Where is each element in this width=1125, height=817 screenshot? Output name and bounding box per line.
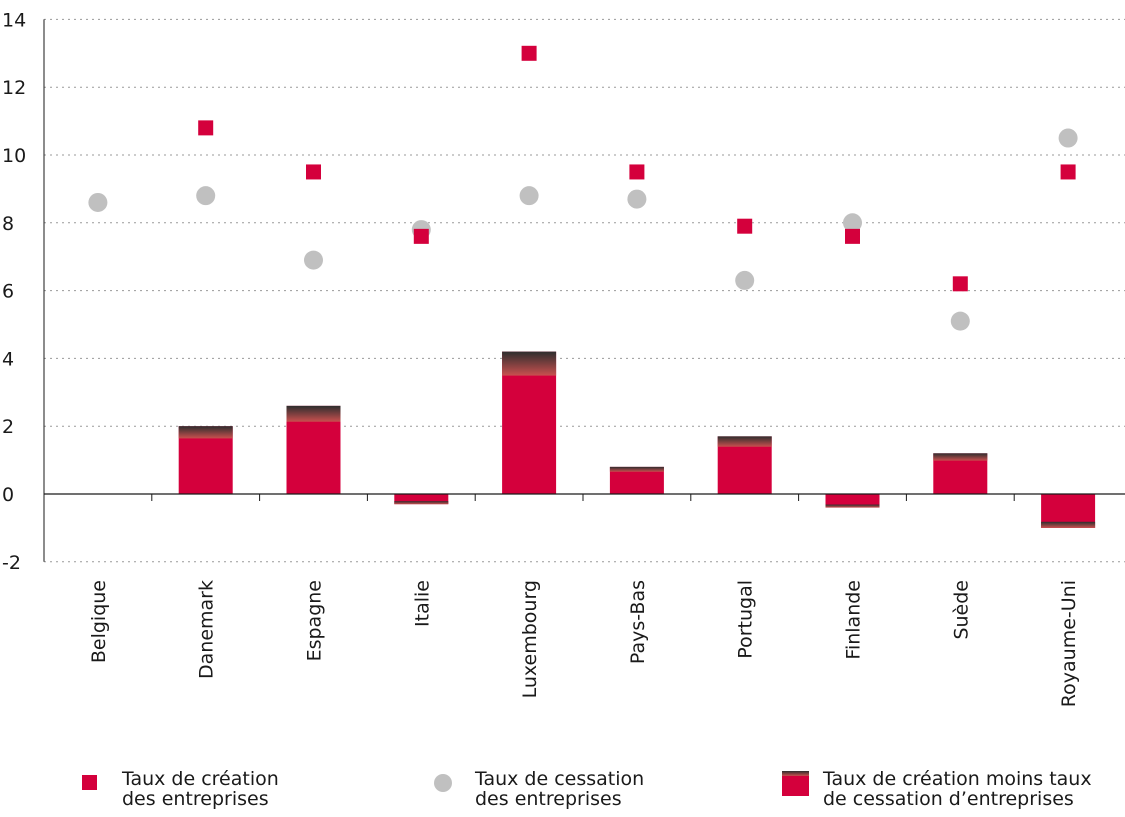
- creation-point: [521, 45, 537, 61]
- gradient-bar-marker-icon: [782, 771, 809, 796]
- x-tick-label: Suède: [950, 580, 972, 640]
- creation-point: [952, 276, 968, 292]
- chart-canvas: -2 0 2 4 6 8 10 12 14 Belgique Danemark Espagne Ital…: [2, 9, 1125, 707]
- bar-cap: [609, 466, 664, 472]
- legend-label-line2: des entreprises: [122, 788, 269, 810]
- y-tick-label: 14: [2, 9, 26, 31]
- legend-label-line1: Taux de création moins taux: [823, 768, 1092, 790]
- axes: [43, 19, 1125, 562]
- bar-cap: [286, 405, 341, 422]
- square-marker-icon: [82, 775, 97, 790]
- x-tick-label: Luxembourg: [519, 580, 541, 698]
- creation-point: [845, 228, 860, 244]
- cessation-point: [1058, 128, 1078, 148]
- tick-labels: -2 0 2 4 6 8 10 12 14 Belgique Danemark Espagne Ital…: [2, 9, 1080, 707]
- circle-marker-icon: [434, 774, 452, 792]
- x-tick-label: Belgique: [88, 580, 110, 663]
- y-tick-label: 10: [2, 145, 26, 167]
- x-tick-label: Finlande: [843, 580, 865, 660]
- x-tick-label: Pays-Bas: [627, 580, 649, 664]
- bar: [825, 494, 880, 508]
- difference-bars: [178, 351, 1096, 528]
- cessation-point: [627, 189, 647, 209]
- cessation-point: [196, 186, 216, 206]
- bar-cap: [178, 426, 233, 439]
- y-tick-label: 6: [2, 281, 14, 303]
- x-tick-label: Espagne: [304, 580, 326, 661]
- x-tick-label: Italie: [411, 580, 433, 627]
- creation-point: [737, 218, 753, 234]
- x-tick-label: Royaume-Uni: [1058, 580, 1080, 707]
- bar-cap: [502, 351, 557, 376]
- bar: [394, 494, 449, 505]
- y-tick-label: 2: [2, 416, 14, 438]
- bar-cap: [394, 501, 449, 505]
- bar-cap: [1041, 521, 1096, 528]
- creation-point: [306, 164, 321, 180]
- data-points: [88, 45, 1078, 331]
- legend-label-line2: de cessation d’entreprises: [823, 788, 1074, 810]
- cessation-point: [735, 270, 755, 290]
- bar-cap: [717, 436, 772, 447]
- creation-point: [198, 120, 214, 136]
- y-tick-label: -2: [2, 552, 21, 574]
- x-tick-label: Portugal: [735, 580, 757, 659]
- legend-label-line1: Taux de cessation: [475, 768, 645, 790]
- y-tick-label: 4: [2, 348, 14, 370]
- y-tick-label: 12: [2, 77, 26, 99]
- cessation-point: [88, 192, 108, 212]
- cessation-point: [950, 311, 970, 331]
- cessation-point: [519, 186, 539, 206]
- x-tick-label: Danemark: [196, 580, 218, 679]
- creation-point: [629, 164, 645, 180]
- cessation-point: [843, 213, 862, 233]
- creation-point: [1060, 164, 1076, 180]
- y-tick-label: 0: [2, 484, 14, 506]
- legend-label-line1: Taux de création: [122, 768, 279, 790]
- bar-cap: [933, 453, 988, 461]
- y-tick-label: 8: [2, 213, 14, 235]
- legend-label-line2: des entreprises: [475, 788, 622, 810]
- bar-cap: [825, 504, 880, 508]
- cessation-point: [304, 250, 323, 270]
- creation-point: [413, 228, 429, 244]
